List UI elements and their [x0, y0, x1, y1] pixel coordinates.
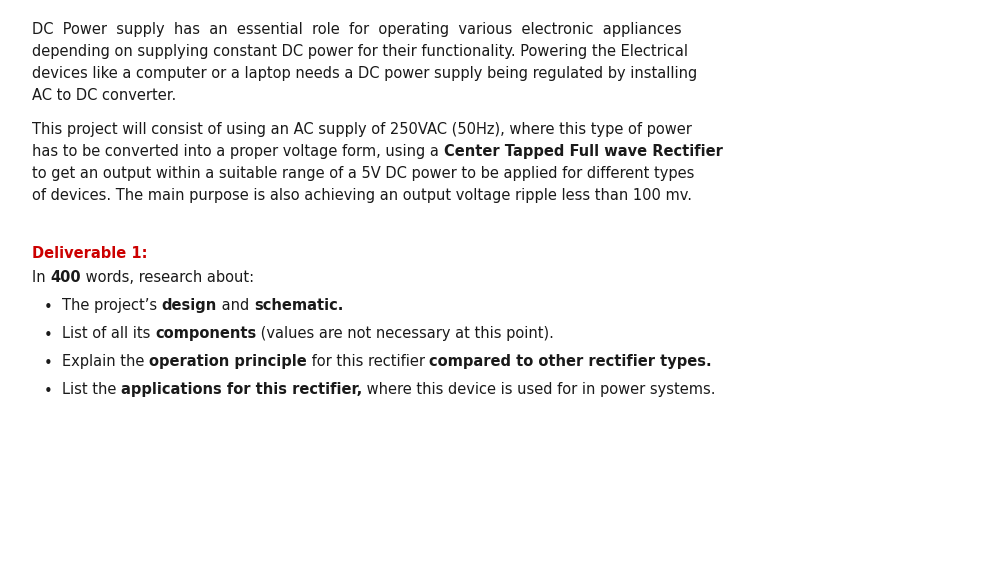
- Text: •: •: [44, 328, 53, 343]
- Text: List of all its: List of all its: [62, 326, 155, 341]
- Text: schematic.: schematic.: [254, 298, 343, 313]
- Text: design: design: [162, 298, 217, 313]
- Text: for this rectifier: for this rectifier: [307, 354, 429, 369]
- Text: and: and: [217, 298, 254, 313]
- Text: •: •: [44, 300, 53, 315]
- Text: of devices. The main purpose is also achieving an output voltage ripple less tha: of devices. The main purpose is also ach…: [32, 188, 692, 203]
- Text: to get an output within a suitable range of a 5V DC power to be applied for diff: to get an output within a suitable range…: [32, 166, 694, 181]
- Text: compared to other rectifier types.: compared to other rectifier types.: [429, 354, 712, 369]
- Text: devices like a computer or a laptop needs a DC power supply being regulated by i: devices like a computer or a laptop need…: [32, 66, 697, 81]
- Text: where this device is used for in power systems.: where this device is used for in power s…: [362, 382, 716, 397]
- Text: (values are not necessary at this point).: (values are not necessary at this point)…: [256, 326, 554, 341]
- Text: 400: 400: [50, 270, 81, 285]
- Text: applications for this rectifier,: applications for this rectifier,: [121, 382, 362, 397]
- Text: DC  Power  supply  has  an  essential  role  for  operating  various  electronic: DC Power supply has an essential role fo…: [32, 22, 682, 37]
- Text: Center Tapped Full wave Rectifier: Center Tapped Full wave Rectifier: [444, 144, 722, 159]
- Text: components: components: [155, 326, 256, 341]
- Text: depending on supplying constant DC power for their functionality. Powering the E: depending on supplying constant DC power…: [32, 44, 688, 59]
- Text: In: In: [32, 270, 50, 285]
- Text: operation principle: operation principle: [149, 354, 307, 369]
- Text: List the: List the: [62, 382, 121, 397]
- Text: •: •: [44, 384, 53, 399]
- Text: This project will consist of using an AC supply of 250VAC (50Hz), where this typ: This project will consist of using an AC…: [32, 122, 692, 137]
- Text: Deliverable 1:: Deliverable 1:: [32, 246, 148, 261]
- Text: The project’s: The project’s: [62, 298, 162, 313]
- Text: words, research about:: words, research about:: [81, 270, 254, 285]
- Text: Explain the: Explain the: [62, 354, 149, 369]
- Text: AC to DC converter.: AC to DC converter.: [32, 88, 176, 103]
- Text: •: •: [44, 356, 53, 371]
- Text: has to be converted into a proper voltage form, using a: has to be converted into a proper voltag…: [32, 144, 444, 159]
